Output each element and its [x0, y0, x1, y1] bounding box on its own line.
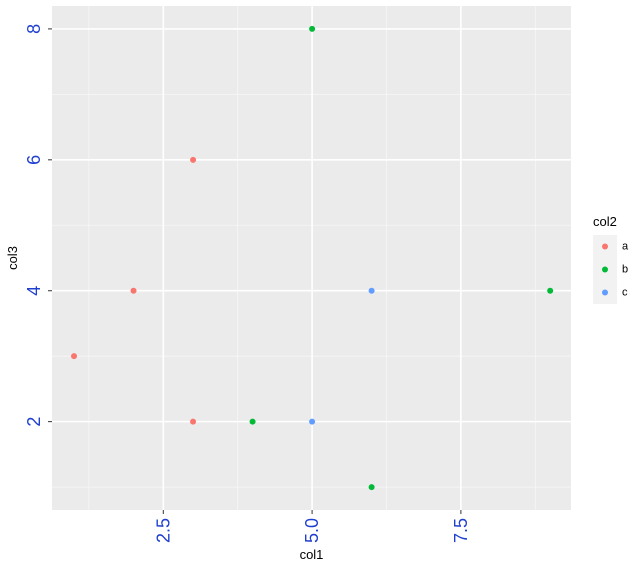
legend-key-b: [602, 266, 608, 273]
x-axis-title: col1: [300, 547, 324, 562]
data-point-c: [309, 418, 316, 425]
y-tick-label: 8: [24, 24, 44, 34]
data-point-b: [309, 25, 316, 32]
y-axis-ticks: 2 4 6 8: [24, 24, 52, 427]
data-point-b: [368, 484, 375, 491]
legend-key-c: [602, 289, 608, 296]
y-tick-label: 4: [24, 286, 44, 296]
data-point-a: [190, 418, 197, 425]
data-point-a: [130, 287, 137, 294]
y-axis-title: col3: [5, 246, 20, 270]
legend-label-b: b: [622, 264, 628, 276]
data-points: [71, 25, 554, 491]
legend-title: col2: [593, 214, 617, 229]
data-point-b: [547, 287, 554, 294]
data-point-b: [249, 418, 256, 425]
data-point-c: [368, 287, 375, 294]
legend-key-a: [602, 243, 608, 250]
x-tick-label: 2.5: [153, 518, 173, 543]
legend-label-c: c: [622, 287, 628, 299]
x-tick-label: 7.5: [451, 518, 471, 543]
legend: col2 abc: [593, 214, 629, 304]
x-axis-ticks: 2.5 5.0 7.5: [153, 510, 471, 543]
x-tick-label: 5.0: [302, 518, 322, 543]
legend-label-a: a: [622, 241, 629, 253]
y-tick-label: 6: [24, 155, 44, 165]
data-point-a: [190, 156, 197, 163]
data-point-a: [71, 353, 78, 360]
y-tick-label: 2: [24, 417, 44, 427]
